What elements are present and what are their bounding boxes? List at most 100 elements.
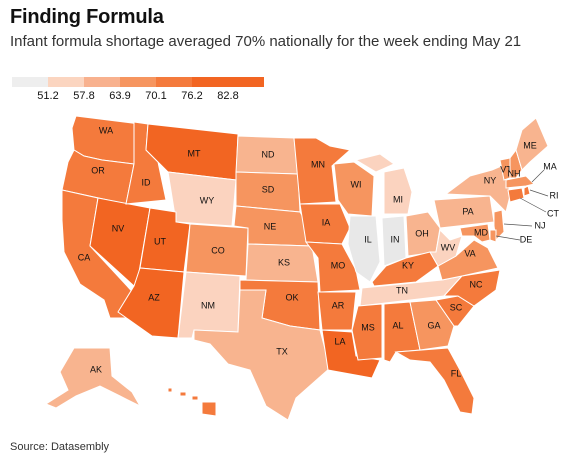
svg-text:IN: IN [391, 234, 400, 244]
state-MD: MD [459, 223, 491, 243]
svg-text:CT: CT [547, 208, 559, 218]
state-HI [167, 387, 217, 417]
state-CT: CT [507, 187, 559, 218]
svg-text:MT: MT [188, 148, 201, 158]
svg-text:ME: ME [523, 140, 537, 150]
svg-text:VT: VT [500, 164, 512, 174]
state-MS: MS [351, 303, 383, 361]
state-MI: MI [354, 153, 413, 215]
svg-text:MA: MA [543, 161, 557, 171]
state-NM: NM [177, 271, 241, 339]
legend-swatch-5 [192, 77, 228, 87]
chart-subtitle: Infant formula shortage averaged 70% nat… [10, 33, 522, 50]
svg-text:AZ: AZ [148, 292, 160, 302]
svg-text:UT: UT [154, 236, 166, 246]
state-CO: CO [185, 223, 249, 277]
svg-text:WV: WV [441, 242, 456, 252]
state-DE: DE [489, 229, 533, 244]
svg-text:WI: WI [351, 179, 362, 189]
state-GA: GA [409, 299, 455, 351]
svg-text:NE: NE [264, 221, 277, 231]
state-LA: LA [321, 329, 381, 379]
chart-title: Finding Formula [10, 6, 164, 28]
svg-text:VA: VA [464, 248, 475, 258]
svg-text:SC: SC [450, 302, 463, 312]
svg-text:MO: MO [331, 260, 346, 270]
svg-text:FL: FL [451, 368, 462, 378]
svg-text:KY: KY [402, 260, 414, 270]
svg-text:IA: IA [322, 217, 331, 227]
legend-swatch-0 [12, 77, 48, 87]
svg-text:AL: AL [392, 320, 403, 330]
state-KS: KS [245, 243, 319, 283]
svg-text:CA: CA [78, 252, 91, 262]
legend-swatch-1 [48, 77, 84, 87]
state-WV: WV [429, 228, 463, 267]
legend-tick-4: 76.2 [181, 90, 203, 102]
svg-text:IL: IL [364, 234, 372, 244]
state-PA: PA [433, 195, 495, 229]
svg-text:OR: OR [91, 165, 105, 175]
state-FL: FL [394, 347, 475, 415]
state-OH: OH [405, 211, 441, 257]
svg-text:ID: ID [142, 177, 152, 187]
state-IN: IN [381, 215, 407, 267]
svg-text:MD: MD [474, 227, 488, 237]
state-AZ: AZ [117, 267, 185, 339]
svg-text:PA: PA [462, 206, 473, 216]
svg-text:TN: TN [396, 285, 408, 295]
state-AR: AR [317, 291, 357, 331]
legend-swatch-6 [228, 77, 264, 87]
state-IL: IL [347, 215, 381, 283]
svg-text:WY: WY [200, 195, 215, 205]
legend-tick-1: 57.8 [73, 90, 95, 102]
svg-text:MI: MI [393, 194, 403, 204]
svg-text:DE: DE [520, 234, 533, 244]
legend-tick-3: 70.1 [145, 90, 167, 102]
svg-text:NH: NH [508, 168, 521, 178]
svg-text:SD: SD [262, 184, 275, 194]
state-RI: RI [523, 185, 559, 200]
svg-text:NY: NY [484, 175, 497, 185]
state-WY: WY [167, 171, 237, 227]
svg-text:RI: RI [550, 190, 559, 200]
legend-swatch-2 [84, 77, 120, 87]
svg-text:NC: NC [470, 279, 483, 289]
svg-text:NJ: NJ [535, 220, 546, 230]
svg-text:NM: NM [201, 300, 215, 310]
svg-text:AR: AR [332, 300, 345, 310]
legend-tick-2: 63.9 [109, 90, 131, 102]
svg-text:OK: OK [285, 292, 298, 302]
color-legend: 51.2 57.8 63.9 70.1 76.2 82.8 [12, 77, 572, 107]
svg-text:GA: GA [427, 320, 440, 330]
svg-text:NV: NV [112, 223, 125, 233]
state-SC: SC [435, 295, 475, 327]
svg-text:MN: MN [311, 159, 325, 169]
legend-swatch-3 [120, 77, 156, 87]
state-SD: SD [235, 171, 301, 213]
state-MA: MA [505, 161, 557, 189]
state-ND: ND [235, 135, 299, 175]
state-NH: NH [508, 148, 523, 179]
state-MO: MO [304, 241, 361, 293]
state-TX: TX [193, 289, 331, 421]
state-AK: AK [44, 347, 142, 409]
state-ME: ME [515, 117, 549, 171]
svg-text:OH: OH [415, 228, 429, 238]
svg-text:WA: WA [99, 125, 113, 135]
svg-text:AK: AK [90, 364, 102, 374]
legend-swatch-4 [156, 77, 192, 87]
svg-text:CO: CO [211, 245, 225, 255]
source-note: Source: Datasembly [10, 441, 110, 453]
state-VA: VA [437, 239, 499, 281]
svg-text:ND: ND [262, 149, 275, 159]
label-leader-lines [495, 169, 549, 241]
svg-text:MS: MS [361, 322, 375, 332]
svg-text:LA: LA [334, 336, 345, 346]
svg-text:TX: TX [276, 346, 288, 356]
legend-tick-0: 51.2 [37, 90, 59, 102]
legend-tick-5: 82.8 [217, 90, 239, 102]
svg-text:KS: KS [278, 257, 290, 267]
state-IA: IA [299, 203, 351, 245]
